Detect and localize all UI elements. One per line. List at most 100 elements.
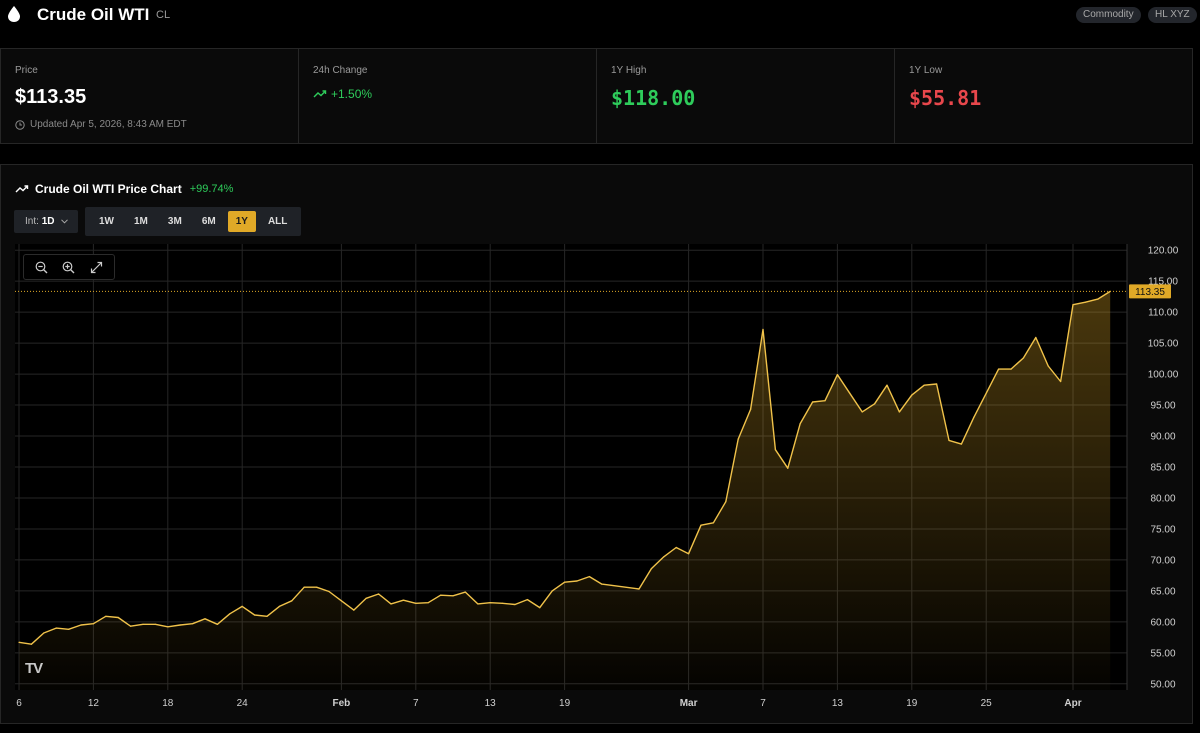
asset-ticker: CL	[156, 9, 171, 21]
zoom-in-icon[interactable]	[60, 258, 78, 276]
last-price-marker: 113.35	[15, 284, 1171, 299]
price-point	[1022, 357, 1024, 359]
interval-value: 1D	[41, 216, 55, 227]
y-tick-label: 120.00	[1148, 246, 1179, 257]
x-tick-label: 12	[88, 698, 100, 709]
stats-row: Price $113.35 Updated Apr 5, 2026, 8:43 …	[0, 48, 1193, 144]
price-point	[489, 602, 491, 604]
price-point	[849, 392, 851, 394]
range-1y-button[interactable]: 1Y	[227, 211, 256, 232]
price-point	[601, 583, 603, 585]
price-point	[452, 595, 454, 597]
price-point	[142, 623, 144, 625]
price-point	[936, 383, 938, 385]
price-point	[576, 580, 578, 582]
y-tick-label: 95.00	[1150, 401, 1175, 412]
chart-title-row: Crude Oil WTI Price Chart +99.74%	[15, 182, 233, 196]
fullscreen-icon[interactable]	[87, 258, 105, 276]
x-tick-label: Mar	[680, 698, 698, 709]
change-label: 24h Change	[313, 65, 368, 76]
price-point	[378, 593, 380, 595]
x-tick-label: 19	[559, 698, 571, 709]
price-point	[663, 556, 665, 558]
price-chart-svg[interactable]: 50.00 55.00 60.00 65.00 70.00 75.00 80.00 85.00…	[15, 244, 1185, 714]
range-1w-button[interactable]: 1W	[99, 216, 114, 227]
price-point	[725, 501, 727, 503]
high-label: 1Y High	[611, 65, 647, 76]
price-point	[836, 374, 839, 376]
price-point	[750, 408, 752, 410]
price-point	[43, 632, 45, 634]
price-point	[712, 522, 715, 524]
price-point	[514, 603, 516, 606]
change-card: 24h Change +1.50%	[299, 49, 597, 143]
source-badge: HL XYZ	[1148, 7, 1197, 23]
x-tick-label: Feb	[333, 698, 351, 709]
price-point	[154, 623, 156, 625]
price-point	[1060, 380, 1062, 383]
chart-panel: Crude Oil WTI Price Chart +99.74% Int: 1…	[0, 164, 1193, 724]
price-point	[477, 603, 479, 605]
price-point	[526, 599, 528, 601]
price-card: Price $113.35 Updated Apr 5, 2026, 8:43 …	[1, 49, 299, 143]
price-point	[861, 411, 863, 413]
price-point	[440, 594, 442, 596]
y-tick-label: 70.00	[1150, 555, 1175, 566]
interval-select[interactable]: Int: 1D	[14, 210, 78, 233]
y-tick-label: 60.00	[1150, 617, 1175, 628]
chart-change: +99.74%	[189, 183, 234, 195]
price-point	[167, 626, 169, 628]
price-point	[998, 368, 1000, 370]
price-point	[1084, 301, 1086, 303]
price-point	[340, 600, 342, 602]
x-tick-label: 7	[413, 698, 419, 709]
range-all-button[interactable]: ALL	[267, 216, 288, 227]
price-point	[948, 439, 950, 441]
header: Crude Oil WTI CL Commodity HL XYZ	[0, 0, 1200, 30]
price-chart[interactable]: 50.00 55.00 60.00 65.00 70.00 75.00 80.00 85.00…	[15, 244, 1185, 714]
price-point	[18, 641, 20, 643]
range-6m-button[interactable]: 6M	[201, 216, 216, 227]
range-selector: 1W 1M 3M 6M 1Y ALL	[85, 207, 302, 236]
price-point	[254, 614, 256, 616]
y-tick-label: 65.00	[1150, 586, 1175, 597]
chevron-down-icon	[61, 219, 69, 224]
low-label: 1Y Low	[909, 65, 943, 76]
y-tick-label: 100.00	[1148, 370, 1179, 381]
price-point	[278, 605, 280, 607]
price-label: Price	[15, 65, 38, 76]
x-tick-label: Apr	[1064, 698, 1081, 709]
last-price-tag	[1129, 284, 1171, 299]
y-tick-label: 105.00	[1148, 339, 1179, 350]
x-axis: 6 12 18 24 Feb 7 13 19 Mar 7 13 19 25 Apr	[16, 698, 1081, 709]
y-tick-label: 75.00	[1150, 524, 1175, 535]
price-point	[365, 597, 367, 599]
zoom-toolbar	[23, 254, 115, 280]
price-point	[427, 602, 429, 604]
price-point	[675, 546, 677, 549]
price-area-fill	[19, 291, 1111, 690]
price-point	[787, 467, 789, 469]
price-point	[402, 599, 404, 601]
price-point	[55, 627, 57, 629]
price-point	[1010, 368, 1012, 370]
y-tick-label: 50.00	[1150, 679, 1175, 690]
range-1m-button[interactable]: 1M	[134, 216, 148, 227]
zoom-out-icon[interactable]	[33, 258, 51, 276]
price-point	[30, 643, 32, 645]
price-point	[539, 607, 541, 609]
high-card: 1Y High $118.00	[597, 49, 895, 143]
x-tick-label: 6	[16, 698, 22, 709]
price-point	[700, 524, 702, 526]
price-value: $113.35	[15, 86, 87, 108]
x-tick-label: 19	[906, 698, 918, 709]
low-value: $55.81	[909, 86, 982, 110]
y-tick-label: 110.00	[1148, 308, 1178, 319]
clock-icon	[15, 119, 25, 130]
range-3m-button[interactable]: 3M	[167, 216, 182, 227]
price-point	[824, 400, 826, 402]
y-tick-label: 55.00	[1150, 648, 1175, 659]
price-point	[973, 416, 975, 418]
price-point	[68, 628, 70, 630]
price-point	[328, 590, 330, 593]
